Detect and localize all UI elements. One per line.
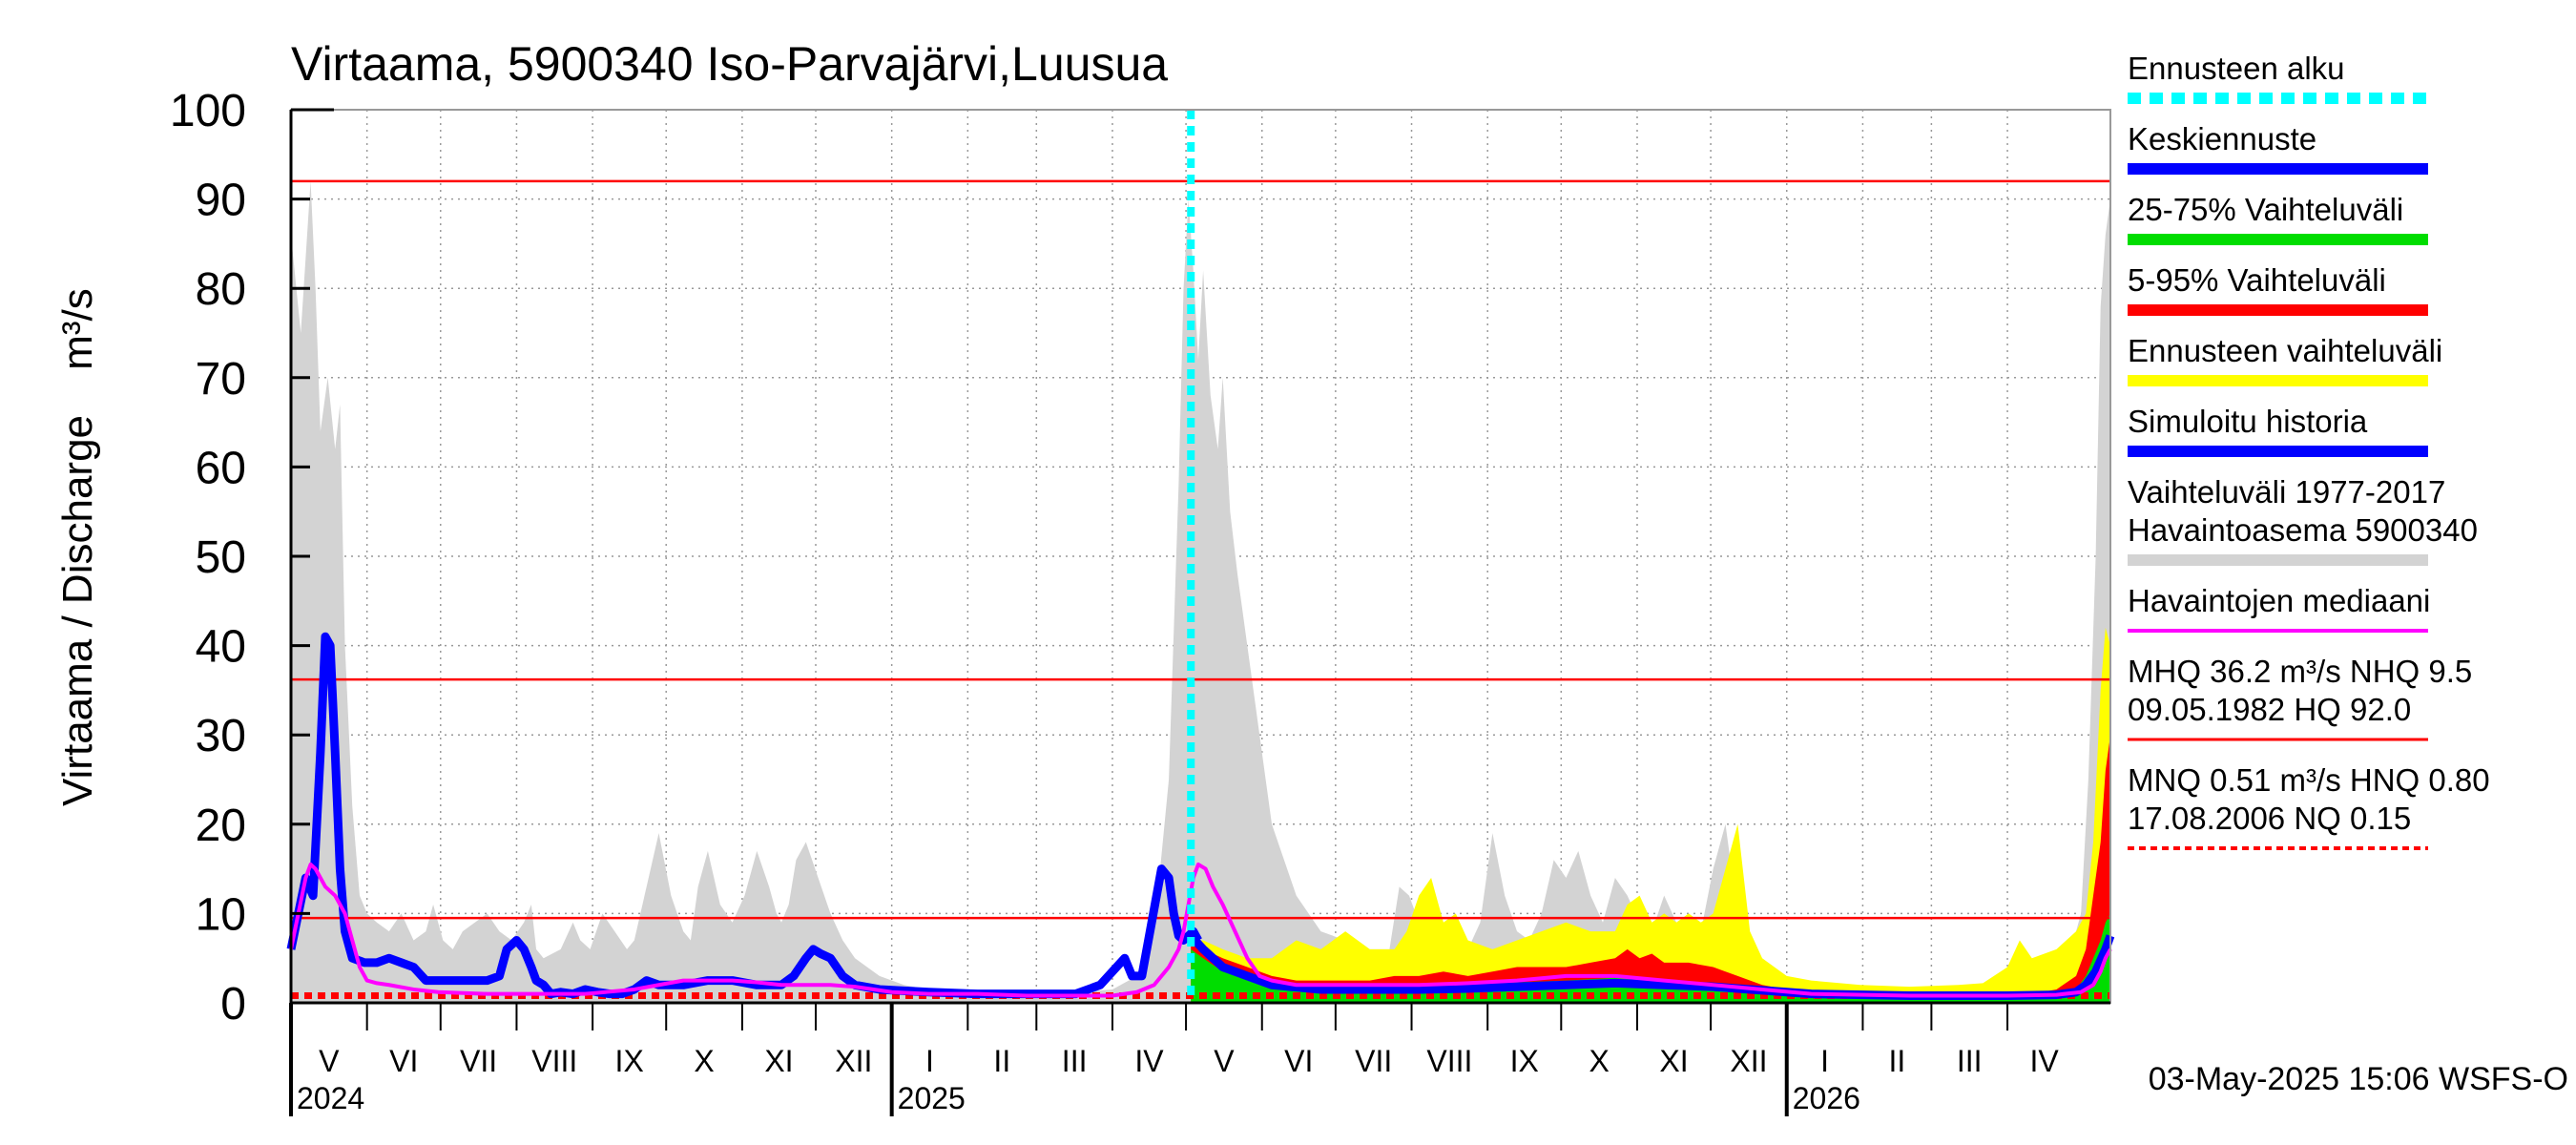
- legend-label: Ennusteen alku: [2128, 51, 2345, 86]
- legend-label: Simuloitu historia: [2128, 404, 2368, 439]
- x-month-label: XI: [764, 1044, 793, 1078]
- y-tick-label: 30: [196, 711, 246, 761]
- x-month-label: VI: [389, 1044, 418, 1078]
- y-axis-label: Virtaama / Discharge: [54, 415, 101, 806]
- x-month-label: XII: [835, 1044, 872, 1078]
- x-month-label: X: [1589, 1044, 1609, 1078]
- x-year-label: 2024: [297, 1081, 364, 1115]
- legend-label: Havaintojen mediaani: [2128, 583, 2430, 618]
- x-month-label: IX: [1510, 1044, 1539, 1078]
- x-month-label: II: [1889, 1044, 1906, 1078]
- x-month-label: III: [1957, 1044, 1983, 1078]
- x-month-label: I: [1820, 1044, 1829, 1078]
- x-month-label: XII: [1730, 1044, 1767, 1078]
- y-tick-label: 50: [196, 532, 246, 583]
- legend: Ennusteen alku Keskiennuste 25-75% Vaihtel…: [2128, 51, 2490, 850]
- chart-title: Virtaama, 5900340 Iso-Parvajärvi,Luusua: [291, 37, 1168, 91]
- x-month-label: X: [694, 1044, 714, 1078]
- x-month-label: V: [319, 1044, 340, 1078]
- x-month-label: V: [1214, 1044, 1235, 1078]
- y-tick-label: 70: [196, 354, 246, 405]
- legend-label: Ennusteen vaihteluväli: [2128, 333, 2442, 368]
- x-month-label: III: [1062, 1044, 1088, 1078]
- series-area-ffff00: [1191, 627, 2110, 1003]
- x-month-label: IX: [615, 1044, 644, 1078]
- y-tick-label: 10: [196, 889, 246, 940]
- y-axis-unit: m³/s: [54, 288, 101, 370]
- legend-label: 25-75% Vaihteluväli: [2128, 192, 2403, 227]
- x-month-label: VIII: [531, 1044, 577, 1078]
- legend-label: 09.05.1982 HQ 92.0: [2128, 692, 2411, 727]
- x-month-label: I: [925, 1044, 934, 1078]
- legend-label: Vaihteluväli 1977-2017: [2128, 474, 2445, 510]
- x-month-label: VI: [1284, 1044, 1313, 1078]
- y-tick-label: 0: [220, 979, 246, 1030]
- legend-label: Keskiennuste: [2128, 121, 2316, 156]
- x-month-label: VII: [460, 1044, 497, 1078]
- x-year-label: 2025: [898, 1081, 966, 1115]
- series-line-ff00ff: [289, 862, 2112, 998]
- x-month-label: IV: [1134, 1044, 1164, 1078]
- x-month-label: VIII: [1426, 1044, 1472, 1078]
- legend-label: 5-95% Vaihteluväli: [2128, 262, 2386, 298]
- y-tick-label: 40: [196, 622, 246, 673]
- series-area-d3d3d3: [291, 180, 2110, 1003]
- legend-label: MNQ 0.51 m³/s HNQ 0.80: [2128, 762, 2490, 798]
- legend-label: 17.08.2006 NQ 0.15: [2128, 801, 2411, 836]
- x-month-label: VII: [1355, 1044, 1392, 1078]
- x-month-label: IV: [2029, 1044, 2059, 1078]
- x-month-label: XI: [1659, 1044, 1688, 1078]
- y-tick-label: 20: [196, 801, 246, 851]
- x-year-label: 2026: [1793, 1081, 1860, 1115]
- series-line-0000ff: [286, 632, 1202, 999]
- x-month-label: II: [993, 1044, 1010, 1078]
- timestamp: 03-May-2025 15:06 WSFS-O: [2149, 1061, 2568, 1097]
- y-tick-label: 90: [196, 176, 246, 226]
- legend-label: Havaintoasema 5900340: [2128, 512, 2478, 548]
- y-tick-label: 80: [196, 264, 246, 315]
- y-tick-label: 60: [196, 443, 246, 493]
- y-tick-label: 100: [170, 86, 246, 136]
- legend-label: MHQ 36.2 m³/s NHQ 9.5: [2128, 654, 2472, 689]
